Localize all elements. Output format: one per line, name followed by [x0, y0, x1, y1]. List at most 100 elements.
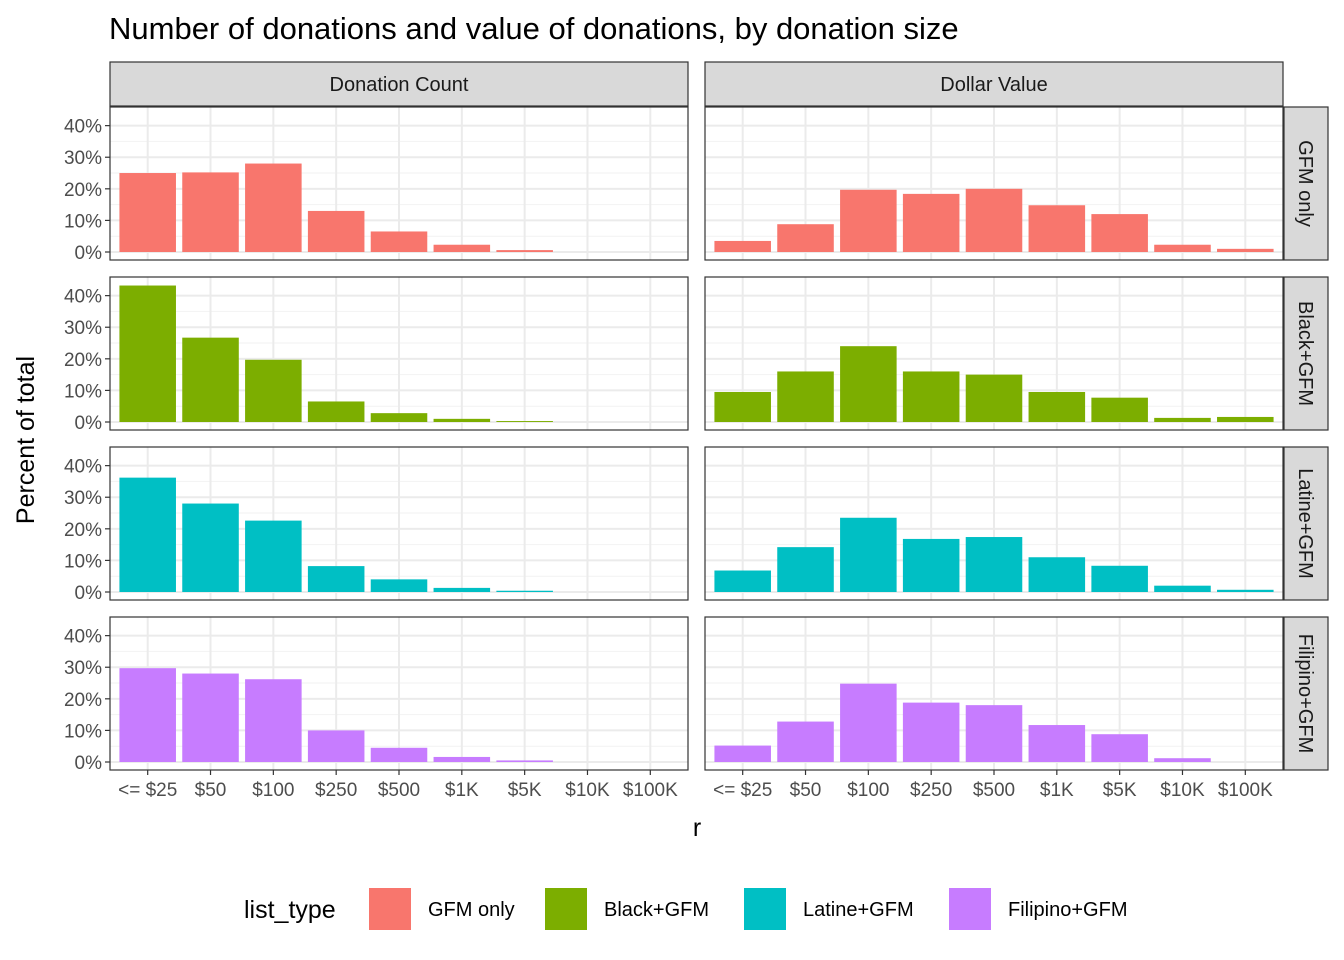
panel-border [704, 276, 1284, 431]
bar-latine-gfm-donation-count-100 [245, 520, 302, 592]
panel-black-gfm-dollar-value [704, 276, 1284, 431]
y-tick-label: 0% [75, 753, 103, 774]
bar-latine-gfm-dollar-value-500 [965, 537, 1023, 592]
bar-gfm-only-dollar-value-500 [965, 188, 1023, 252]
bar-black-gfm-donation-count-500 [370, 413, 428, 422]
x-tick-label: $50 [790, 780, 822, 801]
y-tick-label: 10% [64, 381, 102, 402]
panel-latine-gfm-dollar-value [704, 446, 1284, 601]
y-tick-label: 0% [75, 243, 103, 264]
x-tick-label: $50 [195, 780, 227, 801]
panel-black-gfm-donation-count [109, 276, 689, 431]
x-tick-label: $1K [445, 780, 479, 801]
bar-filipino-gfm-donation-count-25 [119, 668, 176, 762]
strip-filipino-gfm [1283, 616, 1329, 771]
bar-latine-gfm-dollar-value-1k [1028, 557, 1086, 592]
bar-filipino-gfm-dollar-value-500 [965, 705, 1023, 762]
bar-black-gfm-dollar-value-25 [714, 391, 771, 422]
strip-label-latine-gfm: Latine+GFM [1294, 468, 1316, 579]
bar-black-gfm-dollar-value-5k [1091, 397, 1148, 422]
legend-key-gfm-only [369, 888, 411, 930]
bar-filipino-gfm-dollar-value-50 [777, 721, 834, 762]
legend-key-black-gfm [545, 888, 587, 930]
legend-label-black-gfm: Black+GFM [604, 899, 709, 921]
x-tick-label: <= $25 [713, 780, 772, 801]
y-tick-label: 40% [64, 287, 102, 308]
y-tick-label: 0% [75, 583, 103, 604]
y-tick-label: 30% [64, 658, 102, 679]
x-tick-label: $10K [1160, 780, 1205, 801]
y-tick-label: 10% [64, 551, 102, 572]
legend-label-filipino-gfm: Filipino+GFM [1008, 899, 1127, 921]
legend-label-latine-gfm: Latine+GFM [803, 899, 914, 921]
bar-latine-gfm-donation-count-1k [433, 587, 491, 592]
bar-gfm-only-dollar-value-10k [1154, 244, 1211, 252]
strip-black-gfm [1283, 276, 1329, 431]
x-tick-label: $5K [508, 780, 542, 801]
bar-latine-gfm-dollar-value-50 [777, 547, 834, 592]
bar-filipino-gfm-dollar-value-5k [1091, 734, 1148, 762]
strip-label-black-gfm: Black+GFM [1294, 301, 1316, 406]
bar-black-gfm-dollar-value-10k [1154, 417, 1211, 422]
bar-latine-gfm-dollar-value-250 [902, 538, 960, 592]
y-tick-label: 20% [64, 520, 102, 541]
bar-black-gfm-dollar-value-1k [1028, 391, 1086, 422]
strip-donation-count [109, 61, 689, 107]
y-tick-label: 0% [75, 413, 103, 434]
bar-latine-gfm-dollar-value-100k [1217, 589, 1274, 592]
strip-latine-gfm [1283, 446, 1329, 601]
bar-gfm-only-dollar-value-25 [714, 240, 771, 252]
bar-latine-gfm-donation-count-50 [182, 503, 239, 592]
x-tick-label: $250 [315, 780, 357, 801]
bar-black-gfm-dollar-value-50 [777, 371, 834, 422]
bar-gfm-only-dollar-value-1k [1028, 205, 1086, 252]
panel-gfm-only-dollar-value [704, 106, 1284, 261]
y-tick-label: 20% [64, 690, 102, 711]
x-tick-label: $100 [847, 780, 889, 801]
chart-title: Number of donations and value of donatio… [109, 11, 959, 46]
bar-gfm-only-donation-count-50 [182, 172, 239, 252]
bar-filipino-gfm-dollar-value-100 [840, 683, 897, 762]
bar-filipino-gfm-dollar-value-250 [902, 702, 960, 762]
x-tick-label: $100K [623, 780, 678, 801]
panel-border [109, 446, 689, 601]
bar-latine-gfm-donation-count-250 [307, 566, 365, 592]
bar-gfm-only-dollar-value-100k [1217, 248, 1274, 252]
bar-gfm-only-donation-count-100 [245, 163, 302, 252]
bar-gfm-only-dollar-value-50 [777, 224, 834, 252]
bar-black-gfm-donation-count-5k [496, 421, 553, 422]
bar-filipino-gfm-donation-count-100 [245, 679, 302, 762]
bar-latine-gfm-dollar-value-5k [1091, 565, 1148, 592]
bar-black-gfm-donation-count-25 [119, 285, 176, 422]
y-tick-label: 40% [64, 627, 102, 648]
bar-gfm-only-donation-count-5k [496, 250, 553, 252]
bar-black-gfm-dollar-value-250 [902, 371, 960, 422]
y-tick-label: 30% [64, 488, 102, 509]
x-tick-label: $100 [252, 780, 294, 801]
bar-filipino-gfm-dollar-value-1k [1028, 725, 1086, 762]
panel-border [704, 446, 1284, 601]
y-tick-label: 10% [64, 211, 102, 232]
bar-latine-gfm-donation-count-5k [496, 590, 553, 592]
strip-label-donation-count: Donation Count [330, 74, 469, 96]
y-axis-label: Percent of total [12, 356, 40, 524]
bar-black-gfm-donation-count-250 [307, 401, 365, 422]
legend-key-filipino-gfm [949, 888, 991, 930]
bar-gfm-only-donation-count-250 [307, 210, 365, 252]
bar-black-gfm-donation-count-50 [182, 337, 239, 422]
strip-label-filipino-gfm: Filipino+GFM [1294, 634, 1316, 753]
y-tick-label: 30% [64, 318, 102, 339]
bar-black-gfm-donation-count-1k [433, 418, 491, 422]
x-axis-label: r [693, 814, 701, 842]
bar-latine-gfm-dollar-value-10k [1154, 585, 1211, 592]
bar-filipino-gfm-donation-count-5k [496, 760, 553, 762]
x-tick-label: $100K [1218, 780, 1273, 801]
legend-title: list_type [244, 896, 336, 924]
strip-dollar-value [704, 61, 1284, 107]
y-tick-label: 30% [64, 148, 102, 169]
x-tick-label: $500 [973, 780, 1015, 801]
strip-label-gfm-only: GFM only [1294, 140, 1316, 227]
panel-filipino-gfm-dollar-value [704, 616, 1284, 771]
panel-latine-gfm-donation-count [109, 446, 689, 601]
